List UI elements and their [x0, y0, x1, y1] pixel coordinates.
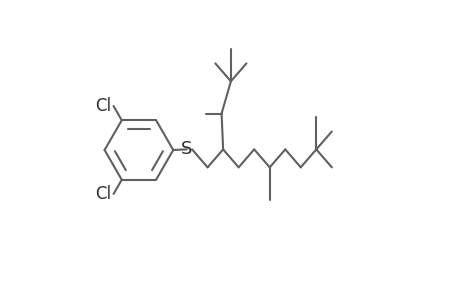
Text: Cl: Cl [95, 97, 111, 115]
Text: Cl: Cl [95, 185, 111, 203]
Text: S: S [181, 140, 192, 158]
